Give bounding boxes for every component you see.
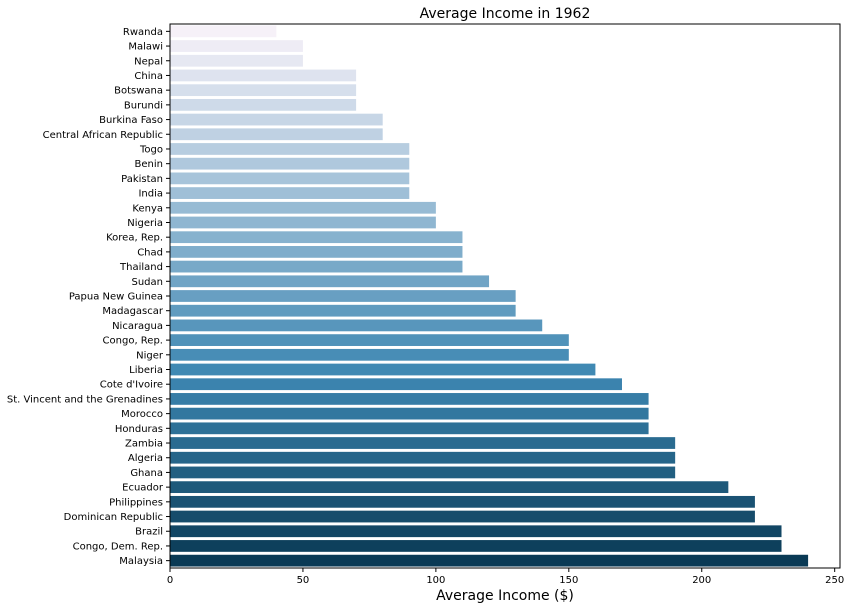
y-tick-label: Papua New Guinea (69, 292, 163, 303)
bar-ecuador (170, 481, 729, 494)
y-tick-labels: Rwanda Malawi Nepal China Botswana Burundi Bur… (7, 27, 170, 567)
bar-congo-rep (170, 334, 569, 346)
bar-niger (170, 348, 569, 361)
bar-zambia (170, 437, 676, 449)
bar-ghana (170, 466, 676, 479)
bar-brazil (170, 525, 782, 538)
bar-cote-d-ivoire (170, 378, 622, 391)
bar-nigeria (170, 216, 436, 229)
y-tick-label: Zambia (125, 439, 163, 450)
y-tick-label: Malaysia (119, 556, 163, 567)
bar-rwanda (170, 25, 277, 38)
y-tick-label: Pakistan (121, 174, 163, 185)
y-tick-label: Kenya (132, 203, 163, 214)
bar-algeria (170, 451, 676, 464)
bar-korea-rep (170, 231, 463, 244)
y-tick-label: Botswana (114, 86, 163, 97)
x-tick-label: 0 (167, 575, 173, 586)
y-tick-label: Congo, Rep. (103, 336, 163, 347)
bar-liberia (170, 363, 596, 376)
y-tick-label: Burkina Faso (99, 115, 163, 126)
bar-burkina-faso (170, 113, 383, 126)
y-tick-label: Liberia (129, 365, 163, 376)
y-tick-label: Burundi (124, 100, 163, 111)
y-tick-label: Algeria (128, 453, 163, 464)
y-tick-label: Madagascar (102, 306, 164, 317)
bar-kenya (170, 201, 436, 214)
y-tick-label: Sudan (132, 277, 164, 288)
bar-nicaragua (170, 319, 543, 332)
chart-title: Average Income in 1962 (420, 6, 591, 22)
y-tick-label: Congo, Dem. Rep. (73, 541, 163, 552)
y-tick-label: Benin (135, 159, 163, 170)
y-tick-label: St. Vincent and the Grenadines (7, 394, 163, 405)
bar-burundi (170, 98, 357, 111)
y-tick-label: Honduras (115, 424, 163, 435)
y-tick-label: Dominican Republic (64, 512, 163, 523)
bar-malaysia (170, 554, 809, 567)
y-tick-label: Niger (136, 350, 164, 361)
bar-chad (170, 246, 463, 258)
y-tick-label: India (138, 189, 163, 200)
bar-madagascar (170, 304, 516, 317)
y-tick-label: China (134, 71, 163, 82)
bar-botswana (170, 84, 357, 97)
bar-malawi (170, 40, 303, 52)
y-tick-label: Ghana (130, 468, 163, 479)
y-tick-label: Morocco (121, 409, 163, 420)
y-tick-label: Nepal (134, 56, 163, 67)
x-tick-label: 50 (297, 575, 310, 586)
bars-group (170, 25, 809, 567)
x-tick-label: 200 (692, 575, 711, 586)
y-tick-label: Malawi (128, 42, 163, 53)
x-tick-label: 250 (825, 575, 844, 586)
bar-china (170, 69, 357, 82)
x-axis-label: Average Income ($) (436, 588, 574, 604)
bar-india (170, 187, 410, 199)
y-tick-label: Ecuador (122, 483, 164, 494)
y-tick-label: Philippines (109, 497, 163, 508)
bar-honduras (170, 422, 649, 435)
bar-pakistan (170, 172, 410, 185)
x-tick-label: 100 (426, 575, 445, 586)
bar-togo (170, 143, 410, 155)
y-tick-label: Nigeria (127, 218, 163, 229)
y-tick-label: Nicaragua (112, 321, 163, 332)
bar-papua-new-guinea (170, 290, 516, 302)
y-tick-label: Brazil (135, 527, 163, 538)
y-tick-label: Chad (137, 247, 163, 258)
bar-sudan (170, 275, 490, 288)
y-tick-label: Togo (139, 144, 163, 155)
y-tick-label: Cote d'Ivoire (100, 380, 163, 391)
y-tick-label: Thailand (119, 262, 163, 273)
y-tick-label: Central African Republic (43, 130, 163, 141)
y-tick-label: Rwanda (123, 27, 163, 38)
x-ticks: 0 50 100 150 200 250 (167, 568, 844, 586)
bar-philippines (170, 495, 755, 508)
bar-benin (170, 157, 410, 170)
bar-congo-dem-rep (170, 540, 782, 552)
y-tick-label: Korea, Rep. (106, 233, 163, 244)
plot-frame (169, 23, 841, 569)
bar-morocco (170, 407, 649, 420)
bar-thailand (170, 260, 463, 273)
bar-nepal (170, 54, 303, 67)
x-tick-label: 150 (559, 575, 578, 586)
bar-st-vincent-and-the-grenadines (170, 393, 649, 405)
bar-dominican-republic (170, 510, 755, 523)
bar-central-african-republic (170, 128, 383, 141)
